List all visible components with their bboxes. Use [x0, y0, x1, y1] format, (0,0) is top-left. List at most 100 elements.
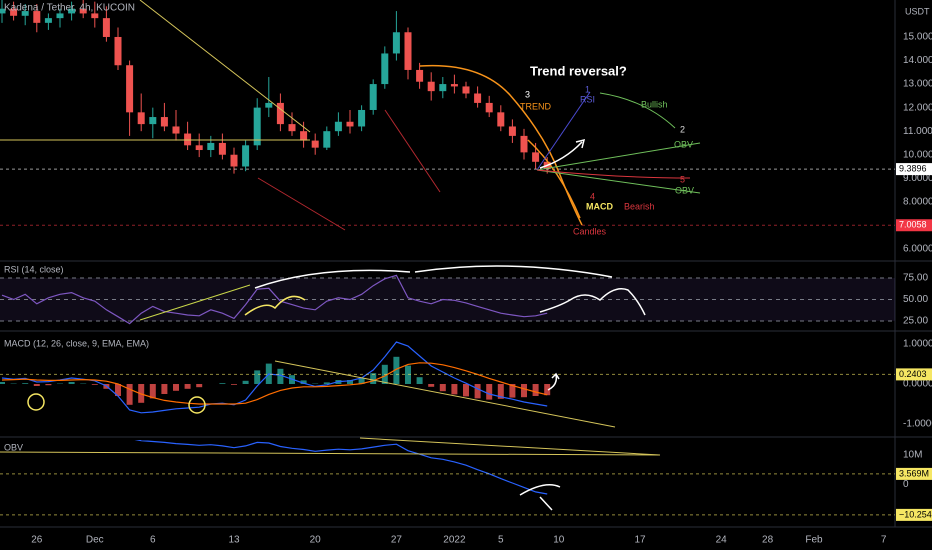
x-tick-label: 17	[634, 535, 646, 546]
candle-body	[68, 8, 76, 14]
line	[1, 274, 548, 325]
curve	[599, 92, 676, 129]
pane	[0, 0, 895, 226]
histogram-bar	[115, 384, 121, 396]
trend-line	[0, 451, 661, 456]
x-tick-label: Dec	[86, 535, 104, 546]
histogram-bar	[45, 384, 52, 386]
y-tick-label: 1.0000	[903, 339, 932, 350]
chart-title: Kadena / Tether, 4h, KUCOIN	[4, 3, 135, 14]
histogram-bar	[474, 384, 481, 399]
pane-title: OBV	[4, 442, 23, 452]
y-tick-label: 75.00	[903, 273, 928, 284]
histogram-bar	[254, 370, 261, 384]
candle-body	[416, 69, 424, 82]
histogram-bar	[416, 377, 423, 384]
pane-title: MACD (12, 26, close, 9, EMA, EMA)	[4, 338, 149, 348]
candle-body	[91, 13, 99, 19]
pane	[0, 341, 895, 414]
histogram-bar	[323, 382, 330, 384]
x-tick-label: 6	[150, 535, 156, 546]
level-label: 3.569M	[899, 468, 929, 478]
candle-body	[33, 11, 41, 23]
candle-body	[230, 154, 238, 167]
x-tick-label: 28	[762, 535, 774, 546]
annotation: 5	[680, 174, 685, 184]
y-tick-label: 6.0000	[903, 244, 932, 255]
annotation: OBV	[674, 139, 693, 149]
histogram-bar	[497, 384, 504, 399]
x-tick-label: 13	[228, 535, 240, 546]
y-tick-label: 12.0000	[903, 102, 932, 113]
curve	[254, 265, 613, 289]
curve	[527, 139, 581, 219]
x-tick-label: 5	[498, 535, 504, 546]
level-label: −10.254M	[899, 509, 932, 519]
candle-body	[265, 102, 273, 108]
candle-body	[450, 84, 458, 87]
trend-line	[536, 169, 701, 194]
level-label: 9.3896	[899, 163, 927, 173]
histogram-bar	[370, 373, 377, 384]
candle-body	[253, 107, 261, 146]
histogram-bar	[393, 356, 400, 384]
trend-line	[257, 177, 346, 231]
annotation: OBV	[675, 185, 694, 195]
candle-body	[160, 117, 168, 127]
arrow	[539, 138, 586, 169]
histogram-bar	[91, 384, 98, 385]
annotation: TREND	[520, 101, 551, 111]
trend-line	[139, 284, 251, 321]
x-tick-label: 7	[881, 535, 887, 546]
annotation: 3	[525, 89, 530, 99]
trend-line	[139, 0, 311, 133]
pane	[0, 274, 895, 325]
annotation: RSI	[580, 94, 595, 104]
histogram-bar	[173, 384, 179, 391]
candle-body	[276, 102, 284, 125]
histogram-bar	[0, 382, 5, 384]
candle-body	[242, 145, 250, 167]
signal-line	[1, 362, 548, 405]
annotation: 4	[590, 191, 595, 201]
x-tick-label: 10	[553, 535, 565, 546]
highlight	[27, 393, 45, 411]
curve	[519, 484, 561, 511]
histogram-bar	[231, 384, 237, 385]
x-tick-label: 2022	[443, 535, 466, 546]
candle-body	[0, 8, 6, 14]
histogram-bar	[22, 383, 29, 384]
y-tick-label: 0	[903, 479, 909, 490]
highlight	[188, 396, 206, 414]
candle-body	[334, 121, 342, 132]
x-tick-label: 27	[391, 535, 403, 546]
candle-body	[102, 18, 110, 37]
level-tag	[896, 163, 932, 176]
candle-body	[44, 18, 52, 23]
candle-body	[404, 32, 412, 70]
histogram-bar	[509, 384, 516, 398]
pane-title: RSI (14, close)	[4, 264, 64, 274]
candle-body	[520, 135, 528, 153]
y-tick-label: 13.0000	[903, 79, 932, 90]
annotation: Bearish	[624, 201, 655, 211]
trend-line	[359, 437, 661, 456]
histogram-bar	[358, 378, 365, 384]
level-label: 0.2403	[899, 369, 927, 379]
trend-line	[536, 142, 701, 171]
candle-body	[392, 32, 400, 54]
histogram-bar	[219, 383, 226, 384]
histogram-bar	[486, 384, 493, 400]
trend-line	[274, 360, 616, 428]
candle-body	[474, 93, 482, 103]
trend-line	[536, 91, 591, 171]
level-tag	[896, 368, 932, 381]
candle-body	[381, 53, 389, 85]
candle-body	[195, 145, 203, 151]
candle-body	[56, 13, 64, 19]
histogram-bar	[428, 384, 435, 387]
candle-body	[323, 131, 331, 148]
histogram-bar	[242, 380, 249, 384]
